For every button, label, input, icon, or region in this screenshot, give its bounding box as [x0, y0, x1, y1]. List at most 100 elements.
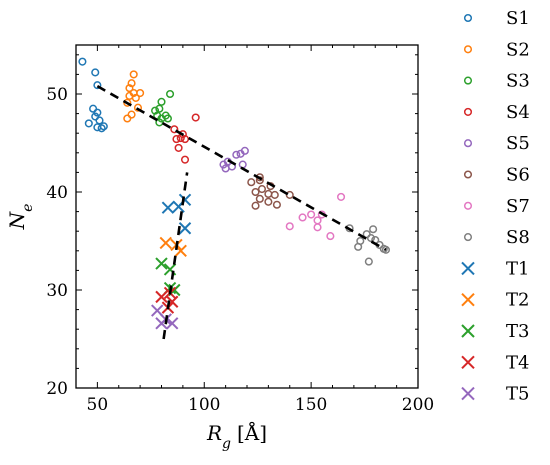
fit-line-1: [96, 85, 387, 251]
point-s1: [91, 68, 100, 77]
legend-label: S8: [506, 227, 530, 248]
point-t1: [161, 201, 175, 214]
point-s1: [97, 124, 106, 133]
point-s1: [84, 119, 93, 128]
legend-item-s4: S4: [463, 102, 530, 123]
legend-label: S7: [506, 196, 530, 217]
point-s7: [307, 210, 316, 219]
point-s6: [264, 189, 273, 199]
y-tick-label: 50: [46, 85, 68, 105]
legend-marker: [463, 201, 473, 210]
point-s4: [170, 125, 179, 134]
y-axis-label: Ne: [5, 204, 36, 231]
legend-label: S1: [506, 8, 530, 29]
series-s2: [123, 70, 145, 123]
point-s2: [127, 110, 136, 119]
point-s3: [155, 118, 164, 127]
legend-marker: [461, 355, 475, 370]
point-s3: [163, 114, 172, 123]
point-t2: [159, 236, 172, 250]
legend-item-t1: T1: [461, 258, 529, 279]
point-s6: [251, 201, 260, 210]
point-s5: [236, 149, 245, 158]
point-s6: [285, 190, 294, 199]
point-s5: [232, 150, 241, 159]
legend-marker: [463, 45, 473, 54]
series-s7: [285, 192, 346, 241]
legend-label: T2: [506, 290, 529, 311]
point-s6: [255, 194, 264, 203]
legend-item-s2: S2: [463, 39, 530, 60]
x-tick-label: 200: [402, 395, 434, 415]
point-s1: [93, 108, 102, 117]
point-s6: [272, 200, 281, 209]
point-s8: [364, 257, 373, 266]
point-s2: [123, 98, 132, 107]
point-s7: [298, 213, 307, 222]
legend-label: S5: [506, 133, 530, 154]
point-t5: [165, 317, 179, 330]
point-s5: [219, 160, 228, 169]
legend-marker: [463, 107, 473, 116]
point-t3: [155, 257, 168, 270]
series-t2: [159, 236, 187, 258]
legend-marker: [463, 139, 473, 148]
point-s4: [191, 113, 200, 122]
point-s7: [337, 192, 346, 201]
point-s2: [125, 84, 134, 93]
point-s3: [151, 106, 160, 115]
legend-item-s1: S1: [463, 8, 530, 29]
y-tick-label: 30: [46, 281, 68, 301]
point-s7: [326, 232, 335, 241]
x-tick-label: 150: [295, 395, 327, 415]
legend: S1 S2 S3 S4 S5 S6 S7 S8 T1 T2 T3 T4 T5: [461, 8, 530, 405]
point-s2: [125, 91, 134, 101]
series-s4: [170, 113, 200, 164]
fit-line-2: [162, 172, 189, 340]
legend-marker: [463, 13, 473, 23]
point-s6: [270, 190, 279, 199]
plot-frame: [75, 44, 419, 389]
legend-label: T5: [506, 384, 529, 405]
point-s8: [379, 244, 388, 253]
point-s8: [369, 225, 378, 234]
point-s6: [251, 187, 260, 197]
legend-item-s8: S8: [463, 227, 530, 248]
point-s7: [313, 223, 322, 232]
point-s1: [89, 104, 98, 113]
point-s6: [257, 185, 267, 194]
legend-label: S2: [506, 39, 530, 60]
point-s2: [136, 88, 145, 98]
legend-marker: [461, 261, 475, 276]
point-s7: [313, 216, 322, 225]
point-s2: [127, 79, 136, 88]
x-axis-label: Rg [Å]: [206, 420, 267, 452]
legend-marker: [461, 386, 475, 401]
legend-label: T4: [506, 352, 529, 373]
y-tick-label: 20: [46, 379, 68, 399]
point-s7: [285, 222, 294, 231]
point-s1: [95, 116, 104, 125]
point-s4: [174, 143, 183, 152]
legend-label: S3: [506, 71, 530, 92]
series-s6: [247, 173, 294, 210]
legend-item-s5: S5: [463, 133, 530, 154]
legend-item-s7: S7: [463, 196, 530, 217]
legend-item-s6: S6: [463, 165, 530, 186]
legend-marker: [461, 292, 475, 307]
point-s3: [155, 104, 164, 113]
legend-label: S6: [506, 165, 530, 186]
point-s8: [366, 234, 376, 243]
point-t1: [178, 222, 192, 235]
legend-label: S4: [506, 102, 530, 123]
point-t4: [155, 290, 168, 304]
series-s3: [151, 89, 175, 127]
legend-marker: [463, 76, 473, 85]
point-s3: [157, 97, 166, 106]
legend-item-t5: T5: [461, 384, 529, 405]
point-s3: [166, 89, 175, 99]
series-t5: [151, 304, 179, 330]
legend-marker: [463, 170, 473, 179]
